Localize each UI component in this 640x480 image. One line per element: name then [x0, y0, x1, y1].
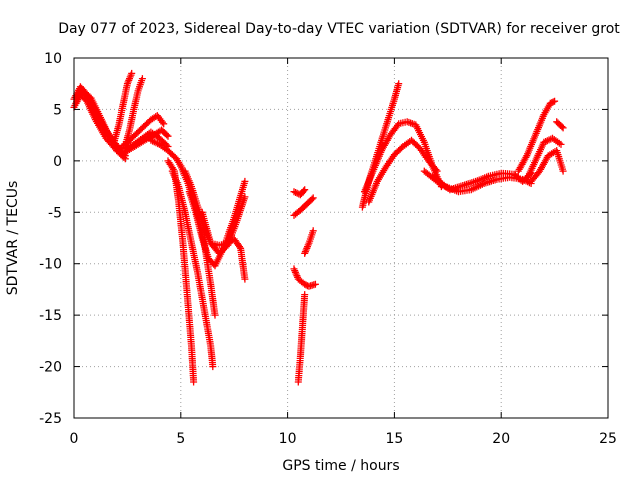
data-point — [309, 194, 317, 202]
x-tick-label: 15 — [385, 431, 403, 447]
data-point — [558, 123, 566, 131]
data-point — [559, 167, 567, 175]
y-tick-label: -20 — [39, 360, 62, 376]
data-point — [128, 69, 136, 77]
x-tick-label: 25 — [599, 431, 617, 447]
data-point — [300, 187, 308, 195]
data-points — [70, 69, 567, 386]
chart-title: Day 077 of 2023, Sidereal Day-to-day VTE… — [58, 21, 620, 37]
data-point — [551, 97, 559, 105]
data-point — [209, 363, 217, 371]
y-tick-label: 10 — [44, 51, 62, 67]
data-point — [292, 189, 300, 196]
y-axis-label: SDTVAR / TECUs — [5, 181, 21, 296]
x-tick-labels: 0 5 10 15 20 25 — [70, 431, 617, 447]
data-point — [433, 167, 441, 175]
data-point — [311, 280, 319, 288]
data-point — [236, 243, 243, 251]
data-point — [160, 120, 168, 128]
data-point — [290, 188, 298, 196]
data-point — [301, 186, 309, 194]
x-tick-label: 20 — [492, 431, 510, 447]
data-point — [121, 155, 129, 163]
data-point — [559, 124, 567, 132]
x-tick-label: 10 — [279, 431, 297, 447]
data-point — [432, 166, 440, 174]
data-point — [549, 98, 557, 106]
data-point — [301, 291, 309, 299]
data-point — [164, 132, 172, 140]
x-tick-label: 5 — [176, 431, 185, 447]
x-axis-label: GPS time / hours — [282, 458, 399, 474]
data-point — [158, 118, 166, 126]
y-tick-label: -5 — [48, 205, 62, 221]
data-point — [241, 177, 249, 185]
x-tick-label: 0 — [70, 431, 79, 447]
y-tick-labels: -25 -20 -15 -10 -5 0 5 10 — [39, 51, 62, 427]
grid-lines — [74, 58, 608, 418]
y-tick-label: 5 — [53, 102, 62, 118]
plot-frame — [73, 57, 609, 419]
data-point — [138, 75, 146, 83]
data-point — [163, 131, 171, 139]
data-point — [395, 80, 403, 88]
data-point — [211, 311, 219, 319]
data-point — [190, 378, 198, 386]
data-point — [557, 140, 565, 148]
data-point — [308, 195, 316, 203]
axis-ticks — [73, 57, 609, 419]
data-point — [241, 275, 249, 283]
y-tick-label: -25 — [39, 411, 62, 427]
data-point — [309, 227, 317, 235]
y-tick-label: 0 — [53, 154, 62, 170]
y-tick-label: -10 — [39, 257, 62, 273]
y-tick-label: -15 — [39, 308, 62, 324]
